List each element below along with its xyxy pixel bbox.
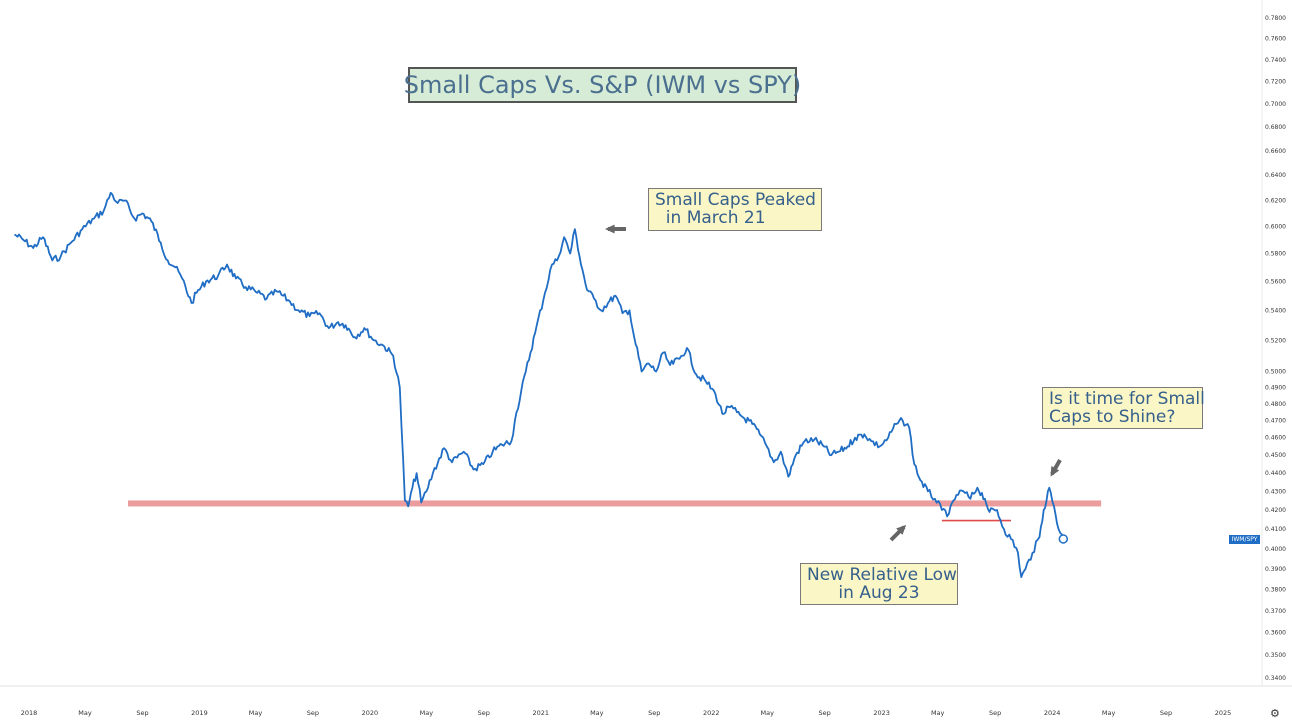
y-tick-label: 0.4500 (1265, 452, 1286, 459)
x-tick-label: Sep (1160, 709, 1172, 717)
series-last-point (1058, 534, 1069, 544)
y-tick-label: 0.5000 (1265, 368, 1286, 375)
y-tick-label: 0.3800 (1265, 587, 1286, 594)
y-tick-label: 0.7800 (1265, 15, 1286, 22)
y-tick-label: 0.6200 (1265, 197, 1286, 204)
y-tick-label: 0.4300 (1265, 488, 1286, 495)
x-tick-label: 2020 (362, 709, 379, 717)
y-tick-label: 0.5800 (1265, 250, 1286, 257)
x-tick-label: 2018 (21, 709, 38, 717)
arrow-relative-low-head (896, 524, 907, 535)
y-tick-label: 0.7400 (1265, 57, 1286, 64)
y-tick-label: 0.7200 (1265, 79, 1286, 86)
x-tick-label: Sep (136, 709, 148, 717)
y-tick-label: 0.4600 (1265, 435, 1286, 442)
annotation-peak: Small Caps Peaked in March 21 (648, 188, 822, 231)
x-tick-label: May (249, 709, 263, 717)
y-tick-label: 0.4800 (1265, 401, 1286, 408)
y-tick-label: 0.4400 (1265, 470, 1286, 477)
x-tick-label: May (931, 709, 945, 717)
y-tick-label: 0.7600 (1265, 36, 1286, 43)
x-tick-label: May (420, 709, 434, 717)
y-tick-label: 0.7000 (1265, 101, 1286, 108)
y-tick-label: 0.6000 (1265, 224, 1286, 231)
series-line (14, 191, 1065, 578)
x-tick-label: May (78, 709, 92, 717)
y-tick-label: 0.3500 (1265, 652, 1286, 659)
y-tick-label: 0.5200 (1265, 337, 1286, 344)
arrow-shine-head (1050, 466, 1060, 477)
x-tick-label: 2023 (873, 709, 890, 717)
gear-icon[interactable]: ⚙ (1270, 707, 1280, 720)
y-tick-label: 0.5400 (1265, 307, 1286, 314)
annotation-small-caps-shine: Is it time for Small Caps to Shine? (1042, 387, 1205, 429)
y-tick-label: 0.6800 (1265, 124, 1286, 131)
x-tick-label: 2025 (1215, 709, 1232, 717)
y-tick-label: 0.4200 (1265, 507, 1286, 514)
x-tick-label: May (590, 709, 604, 717)
x-tick-label: May (1102, 709, 1116, 717)
annotation-relative-low: New Relative Low in Aug 23 (800, 563, 958, 605)
y-tick-label: 0.4900 (1265, 385, 1286, 392)
y-tick-label: 0.3600 (1265, 630, 1286, 637)
x-tick-label: 2021 (533, 709, 550, 717)
support-band (127, 500, 1102, 507)
y-tick-label: 0.5600 (1265, 278, 1286, 285)
x-tick-label: Sep (307, 709, 319, 717)
x-tick-label: 2022 (703, 709, 720, 717)
x-tick-label: 2024 (1044, 709, 1061, 717)
y-tick-label: 0.3700 (1265, 608, 1286, 615)
x-tick-label: Sep (478, 709, 490, 717)
x-tick-label: May (761, 709, 775, 717)
x-tick-label: Sep (819, 709, 831, 717)
y-tick-label: 0.3400 (1265, 675, 1286, 682)
arrow-peak-head (605, 224, 615, 234)
x-tick-label: Sep (648, 709, 660, 717)
y-tick-label: 0.6400 (1265, 172, 1286, 179)
y-tick-label: 0.6600 (1265, 148, 1286, 155)
chart-title: Small Caps Vs. S&P (IWM vs SPY) (404, 67, 801, 103)
y-tick-label: 0.4700 (1265, 418, 1286, 425)
y-tick-label: 0.4100 (1265, 526, 1286, 533)
y-tick-label: 0.3900 (1265, 566, 1286, 573)
x-tick-label: Sep (989, 709, 1001, 717)
x-tick-label: 2019 (191, 709, 208, 717)
ticker-label: IWM/SPY (1229, 535, 1260, 544)
y-tick-label: 0.4000 (1265, 546, 1286, 553)
